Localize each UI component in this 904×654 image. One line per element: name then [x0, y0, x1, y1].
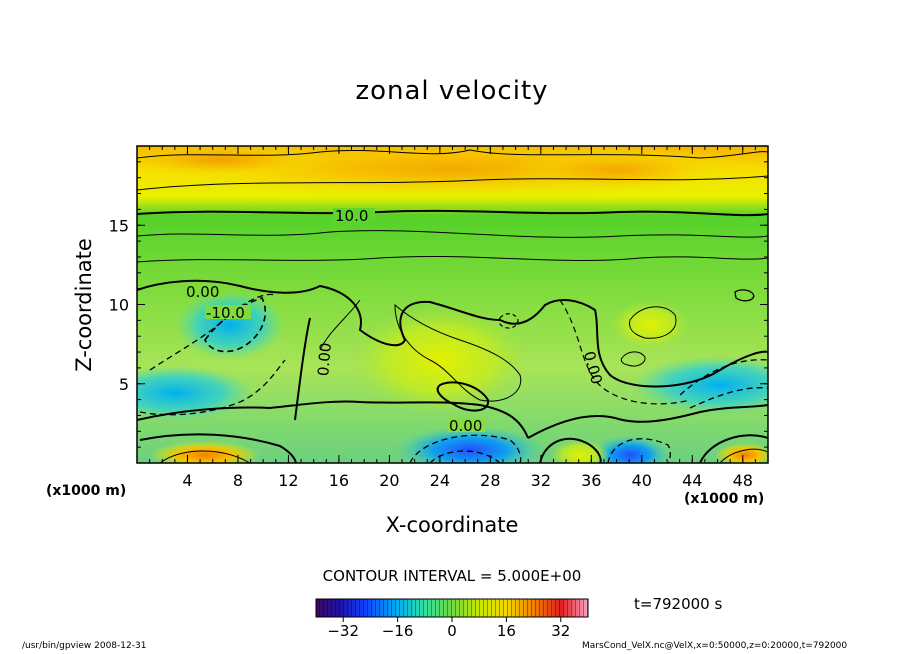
x-tick-label: 20 — [379, 471, 399, 490]
x-axis-label: X-coordinate — [0, 513, 904, 537]
colorbar: −32 −16 0 16 32 — [315, 598, 589, 640]
contour-label: 0.00 — [186, 283, 219, 301]
contour-label: 0.00 — [314, 342, 335, 377]
colorbar-tick-label: 0 — [447, 622, 457, 640]
heatmap-field — [137, 146, 768, 463]
x-tick-label: 48 — [733, 471, 753, 490]
x-unit-label-right: (x1000 m) — [684, 491, 765, 507]
footer-right: MarsCond_VelX.nc@VelX,x=0:50000,z=0:2000… — [582, 641, 848, 651]
x-tick-label: 12 — [278, 471, 298, 490]
footer-left: /usr/bin/gpview 2008-12-31 — [22, 641, 147, 651]
contour-label-group: 10.0 0.00 -10.0 0.00 0.00 0.00 — [184, 207, 606, 435]
x-tick-label: 16 — [329, 471, 349, 490]
y-tick-label: 15 — [109, 216, 129, 235]
x-tick-marks — [136, 146, 769, 463]
x-tick-label: 40 — [632, 471, 652, 490]
y-tick-label: 5 — [119, 375, 129, 394]
x-tick-label: 28 — [480, 471, 500, 490]
x-tick-label: 4 — [182, 471, 192, 490]
x-axis-label-text: X-coordinate — [385, 513, 519, 537]
time-label: t=792000 s — [634, 595, 723, 613]
contour-label: -10.0 — [206, 304, 245, 322]
colorbar-tick-label: −16 — [382, 622, 414, 640]
y-tick-labels: 5 10 15 — [109, 216, 129, 394]
chart-title: zonal velocity — [355, 76, 549, 106]
contour-lines — [137, 149, 768, 463]
contour-interval-text: CONTOUR INTERVAL = 5.000E+00 — [322, 567, 582, 585]
colorbar-tick-labels: −32 −16 0 16 32 — [327, 622, 570, 640]
x-tick-label: 8 — [233, 471, 243, 490]
colorbar-tick-label: −32 — [327, 622, 359, 640]
x-unit-label-left: (x1000 m) — [46, 483, 127, 499]
x-tick-label: 24 — [430, 471, 450, 490]
x-tick-label: 32 — [531, 471, 551, 490]
x-tick-label: 44 — [682, 471, 702, 490]
colorbar-tick-marks — [342, 617, 562, 622]
x-tick-labels: 4 8 12 16 20 24 28 32 36 40 44 48 — [182, 471, 753, 490]
y-axis-label: Z-coordinate — [72, 238, 96, 372]
colorbar-tick-label: 32 — [551, 622, 570, 640]
colorbar-tick-label: 16 — [497, 622, 516, 640]
contour-label: 10.0 — [335, 207, 368, 225]
x-tick-label: 36 — [581, 471, 601, 490]
contour-label: 0.00 — [449, 417, 482, 435]
contour-interval: CONTOUR INTERVAL = 5.000E+00 — [0, 567, 904, 585]
y-tick-label: 10 — [109, 296, 129, 315]
y-tick-marks — [137, 145, 768, 464]
